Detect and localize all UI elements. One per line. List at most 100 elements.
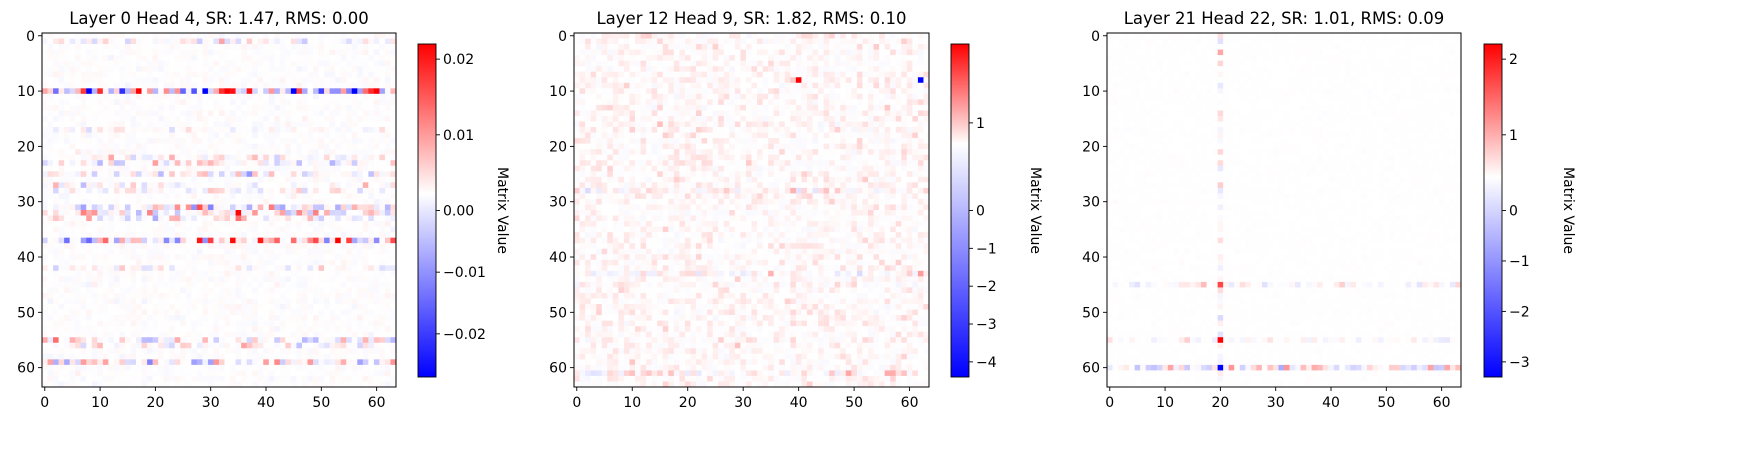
heatmap-cell xyxy=(257,88,264,95)
heatmap-cell xyxy=(745,60,752,67)
heatmap-cell xyxy=(346,38,353,45)
heatmap-cell xyxy=(745,44,752,50)
axes-frame xyxy=(41,32,397,388)
heatmap-cell xyxy=(646,66,652,73)
heatmap-cell xyxy=(130,77,137,84)
heatmap-cell xyxy=(579,93,586,100)
heatmap-cell xyxy=(207,298,214,305)
heatmap-cell xyxy=(384,337,391,344)
heatmap-cell xyxy=(42,276,48,283)
heatmap-cell xyxy=(629,82,636,89)
heatmap-cell xyxy=(707,71,713,78)
heatmap-cell xyxy=(329,221,336,227)
heatmap-cell xyxy=(662,71,669,78)
heatmap-cell xyxy=(185,66,192,73)
heatmap-cell xyxy=(147,77,153,84)
heatmap-cell xyxy=(801,33,808,39)
heatmap-cell xyxy=(191,115,198,122)
heatmap-cell xyxy=(91,49,98,56)
heatmap-cell xyxy=(86,292,93,299)
heatmap-cell xyxy=(651,66,658,73)
heatmap-cell xyxy=(102,66,109,73)
heatmap-cell xyxy=(141,320,148,327)
heatmap-cell xyxy=(335,82,341,89)
heatmap-cell xyxy=(230,348,236,355)
heatmap-cell xyxy=(58,115,65,122)
heatmap-cell xyxy=(69,165,76,172)
heatmap-cell xyxy=(102,226,109,233)
heatmap-cell xyxy=(801,44,808,50)
heatmap-cell xyxy=(163,270,170,277)
heatmap-cell xyxy=(235,221,242,227)
heatmap-cell xyxy=(130,326,137,332)
heatmap-cell xyxy=(751,38,758,45)
heatmap-cell xyxy=(124,281,131,288)
heatmap-cell xyxy=(296,115,303,122)
heatmap-cell xyxy=(379,171,386,178)
heatmap-cell xyxy=(97,198,104,205)
heatmap-cell xyxy=(219,226,225,233)
heatmap-cell xyxy=(158,138,164,144)
heatmap-cell xyxy=(274,210,281,216)
heatmap-cell xyxy=(47,38,54,45)
heatmap-cell xyxy=(612,82,619,89)
heatmap-cell xyxy=(64,93,70,100)
heatmap-cell xyxy=(196,281,203,288)
heatmap-cell xyxy=(351,342,358,349)
heatmap-cell xyxy=(701,77,708,84)
heatmap-cell xyxy=(301,370,308,377)
heatmap-cell xyxy=(185,381,192,388)
heatmap-cell xyxy=(274,237,281,244)
heatmap-cell xyxy=(163,104,170,111)
heatmap-cell xyxy=(346,132,353,139)
heatmap-cell xyxy=(346,221,353,227)
heatmap-cell xyxy=(335,270,341,277)
heatmap-cell xyxy=(141,270,148,277)
heatmap-cell xyxy=(296,232,303,238)
heatmap-cell xyxy=(246,259,253,266)
heatmap-cell xyxy=(751,99,758,106)
heatmap-cell xyxy=(53,265,59,272)
heatmap-cell xyxy=(701,38,708,45)
heatmap-cell xyxy=(296,287,303,294)
heatmap-cell xyxy=(53,71,59,78)
heatmap-cell xyxy=(812,33,819,39)
heatmap-cell xyxy=(662,77,669,84)
heatmap-cell xyxy=(384,237,391,244)
heatmap-cell xyxy=(673,60,680,67)
heatmap-cell xyxy=(268,187,275,194)
heatmap-cell xyxy=(207,359,214,366)
heatmap-cell xyxy=(690,66,697,73)
heatmap-cell xyxy=(307,353,314,360)
heatmap-cell xyxy=(313,71,319,78)
heatmap-cell xyxy=(296,82,303,89)
heatmap-cell xyxy=(357,115,364,122)
heatmap-cell xyxy=(324,309,330,316)
heatmap-cell xyxy=(346,160,353,167)
heatmap-cell xyxy=(235,287,242,294)
heatmap-cell xyxy=(191,171,198,178)
heatmap-cell xyxy=(279,171,286,178)
heatmap-cell xyxy=(163,198,170,205)
heatmap-cell xyxy=(174,165,181,172)
heatmap-cell xyxy=(301,44,308,50)
heatmap-cell xyxy=(158,71,164,78)
heatmap-cell xyxy=(147,127,153,133)
heatmap-cell xyxy=(58,315,65,321)
heatmap-cell xyxy=(163,99,170,106)
heatmap-cell xyxy=(812,49,819,56)
heatmap-cell xyxy=(152,154,159,161)
heatmap-cell xyxy=(768,49,774,56)
heatmap-cell xyxy=(762,49,769,56)
heatmap-cell xyxy=(241,93,247,100)
heatmap-cell xyxy=(86,132,93,139)
heatmap-cell xyxy=(346,55,353,61)
heatmap-cell xyxy=(163,187,170,194)
heatmap-cell xyxy=(241,71,247,78)
heatmap-cell xyxy=(102,364,109,371)
heatmap-cell xyxy=(313,364,319,371)
heatmap-cell xyxy=(185,292,192,299)
heatmap-cell xyxy=(158,38,164,45)
heatmap-cell xyxy=(263,171,270,178)
heatmap-cell xyxy=(384,38,391,45)
